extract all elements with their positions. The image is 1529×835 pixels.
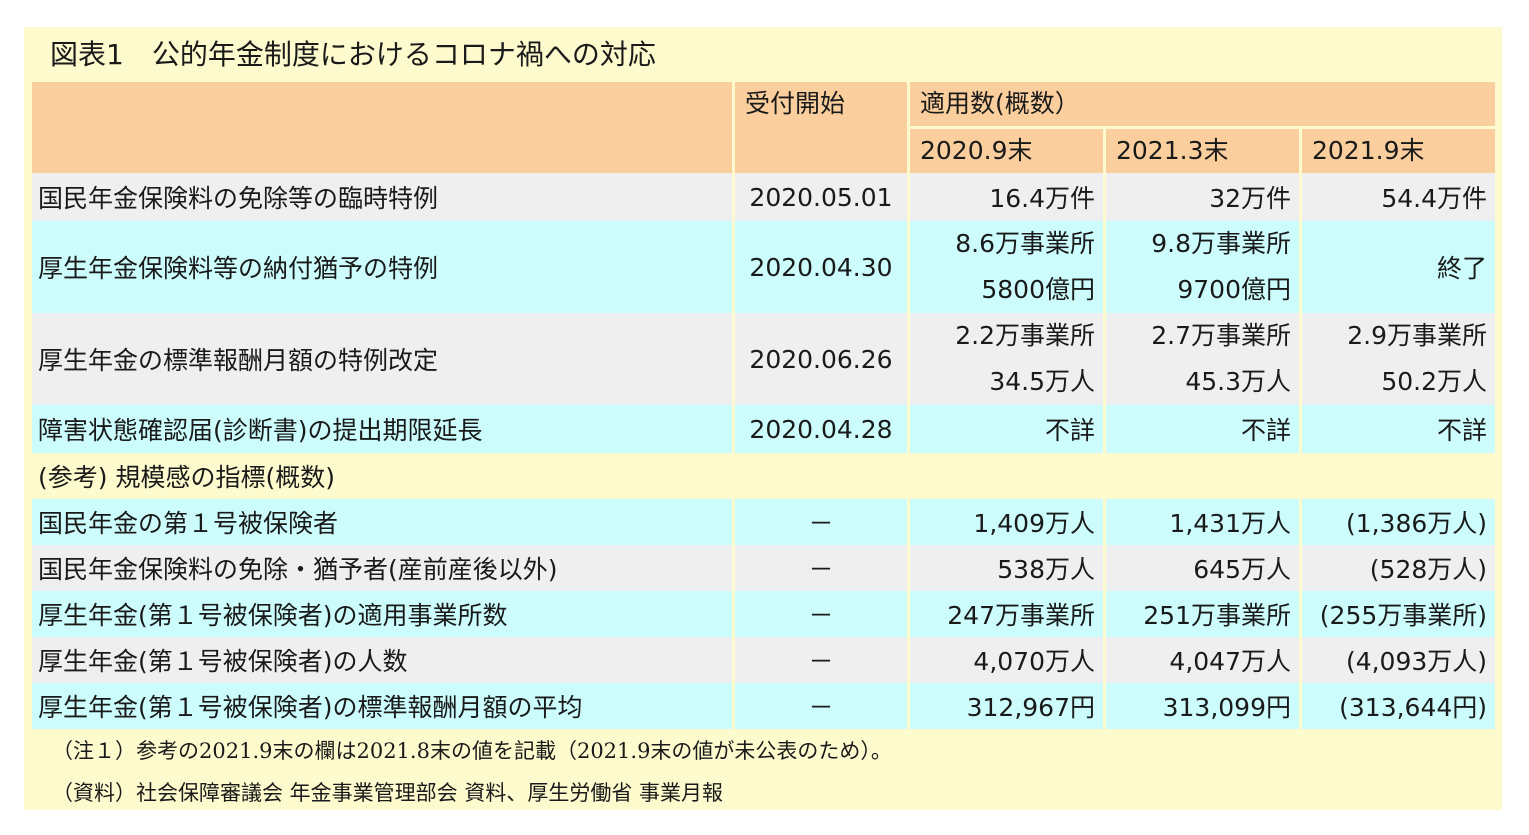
row-value: 247万事業所 [910,591,1106,637]
row-value: 1,409万人 [910,499,1106,545]
row-value: 1,431万人 [1106,499,1302,545]
data-table: 受付開始 適用数(概数） 2020.9末 2021.3末 2021.9末 国民年… [32,82,1496,729]
header-blank [32,82,735,173]
row-value: 不詳 [1302,405,1496,453]
table-row: 厚生年金(第１号被保険者)の標準報酬月額の平均 － 312,967円 313,0… [32,683,1496,729]
table-row: 国民年金保険料の免除・猶予者(産前産後以外) － 538万人 645万人 (52… [32,545,1496,591]
row-label: 国民年金の第１号被保険者 [32,499,735,545]
table-row: 厚生年金の標準報酬月額の特例改定 2020.06.26 2.2万事業所 34.5万… [32,313,1496,405]
row-value: 645万人 [1106,545,1302,591]
row-value: 16.4万件 [910,173,1106,221]
value-line: 2.7万事業所 [1151,321,1291,350]
row-label: 厚生年金(第１号被保険者)の標準報酬月額の平均 [32,683,735,729]
row-date: － [735,499,910,545]
note-line: （注１）参考の2021.9末の欄は2021.8末の値を記載（2021.9末の値が… [52,739,892,763]
row-value: 終了 [1302,221,1496,313]
value-line: 5800億円 [981,275,1095,304]
row-date: 2020.05.01 [735,173,910,221]
table-row: 厚生年金(第１号被保険者)の人数 － 4,070万人 4,047万人 (4,09… [32,637,1496,683]
row-value: 32万件 [1106,173,1302,221]
row-value: 2.9万事業所 50.2万人 [1302,313,1496,405]
row-label: 障害状態確認届(診断書)の提出期限延長 [32,405,735,453]
row-value: 不詳 [910,405,1106,453]
header-row: 受付開始 適用数(概数） [32,82,1496,173]
row-label: 国民年金保険料の免除・猶予者(産前産後以外) [32,545,735,591]
row-label: 厚生年金保険料等の納付猶予の特例 [32,221,735,313]
value-line: 2.9万事業所 [1347,321,1488,350]
row-value: 54.4万件 [1302,173,1496,221]
header-period-3: 2021.9末 [1302,126,1496,173]
row-value: 9.8万事業所 9700億円 [1106,221,1302,313]
header-applied: 適用数(概数） [910,82,1496,126]
table-row: 厚生年金(第１号被保険者)の適用事業所数 － 247万事業所 251万事業所 (… [32,591,1496,637]
figure-title: 図表1 公的年金制度におけるコロナ禍への対応 [50,38,656,71]
row-value: (528万人) [1302,545,1496,591]
row-value: (1,386万人) [1302,499,1496,545]
value-line: 34.5万人 [989,367,1095,396]
value-line: 2.2万事業所 [955,321,1095,350]
row-value: 538万人 [910,545,1106,591]
row-label: 厚生年金の標準報酬月額の特例改定 [32,313,735,405]
row-value: 8.6万事業所 5800億円 [910,221,1106,313]
table-row: 国民年金の第１号被保険者 － 1,409万人 1,431万人 (1,386万人) [32,499,1496,545]
row-date: 2020.04.30 [735,221,910,313]
header-period-row: 2020.9末 2021.3末 2021.9末 [32,126,1496,173]
value-line: 50.2万人 [1381,367,1488,396]
row-label: 厚生年金(第１号被保険者)の適用事業所数 [32,591,735,637]
value-line: 9.8万事業所 [1151,229,1291,258]
row-label: 国民年金保険料の免除等の臨時特例 [32,173,735,221]
row-date: 2020.04.28 [735,405,910,453]
header-period-1: 2020.9末 [910,126,1106,173]
row-label: 厚生年金(第１号被保険者)の人数 [32,637,735,683]
row-value: 不詳 [1106,405,1302,453]
header-start: 受付開始 [735,82,910,173]
row-value: 2.2万事業所 34.5万人 [910,313,1106,405]
row-date: － [735,683,910,729]
value-line: 8.6万事業所 [955,229,1095,258]
reference-heading-row: (参考) 規模感の指標(概数) [32,453,1496,499]
row-value: (4,093万人) [1302,637,1496,683]
row-value: 4,047万人 [1106,637,1302,683]
table-row: 国民年金保険料の免除等の臨時特例 2020.05.01 16.4万件 32万件 … [32,173,1496,221]
row-date: 2020.06.26 [735,313,910,405]
row-value: 312,967円 [910,683,1106,729]
row-value: (255万事業所) [1302,591,1496,637]
source-line: （資料）社会保障審議会 年金事業管理部会 資料、厚生労働省 事業月報 [52,781,724,805]
row-value: 4,070万人 [910,637,1106,683]
row-value: 251万事業所 [1106,591,1302,637]
reference-heading: (参考) 規模感の指標(概数) [32,453,1496,499]
row-date: － [735,591,910,637]
table-row: 厚生年金保険料等の納付猶予の特例 2020.04.30 8.6万事業所 5800億… [32,221,1496,313]
row-value: 313,099円 [1106,683,1302,729]
row-value: (313,644円) [1302,683,1496,729]
row-date: － [735,637,910,683]
value-line: 9700億円 [1177,275,1291,304]
table-row: 障害状態確認届(診断書)の提出期限延長 2020.04.28 不詳 不詳 不詳 [32,405,1496,453]
value-line: 45.3万人 [1185,367,1291,396]
row-date: － [735,545,910,591]
figure-frame: 図表1 公的年金制度におけるコロナ禍への対応 受付開始 適用数(概数） 2020… [24,27,1502,810]
header-period-2: 2021.3末 [1106,126,1302,173]
row-value: 2.7万事業所 45.3万人 [1106,313,1302,405]
